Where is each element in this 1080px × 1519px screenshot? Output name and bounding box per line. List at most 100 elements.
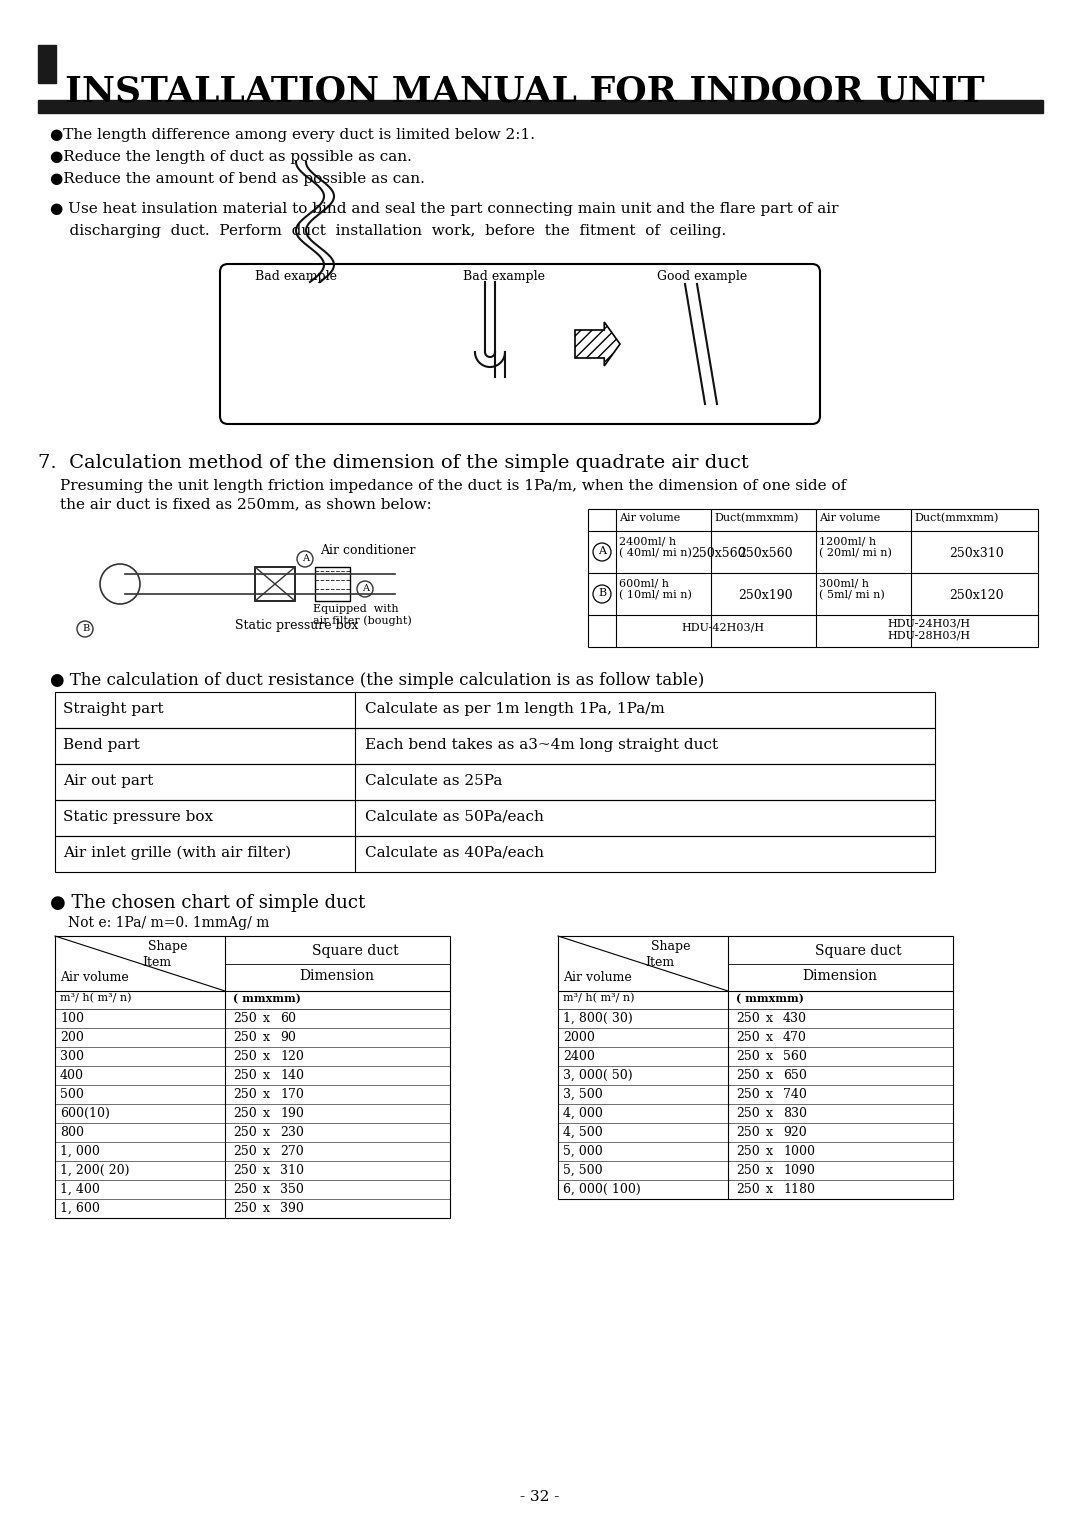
Text: ( 5ml/ mi n): ( 5ml/ mi n)	[819, 589, 885, 600]
Text: 740: 740	[783, 1088, 807, 1101]
Text: 270: 270	[280, 1145, 303, 1157]
Text: ( mmxmm): ( mmxmm)	[233, 993, 301, 1004]
Text: 5, 500: 5, 500	[563, 1164, 603, 1177]
Text: 250x120: 250x120	[949, 589, 1003, 602]
Text: 250: 250	[735, 1107, 759, 1120]
Text: 2000: 2000	[563, 1031, 595, 1044]
Text: 250: 250	[233, 1126, 257, 1139]
Text: A: A	[302, 554, 309, 564]
Text: x: x	[264, 1164, 270, 1177]
Text: 1, 800( 30): 1, 800( 30)	[563, 1012, 633, 1025]
Text: Item: Item	[141, 955, 171, 969]
Bar	[55, 835, 935, 872]
Bar	[588, 509, 1038, 647]
Text: m³/ h( m³/ n): m³/ h( m³/ n)	[60, 993, 132, 1004]
Text: 250: 250	[735, 1164, 759, 1177]
Text: ● The chosen chart of simple duct: ● The chosen chart of simple duct	[50, 895, 365, 911]
Text: 400: 400	[60, 1069, 84, 1082]
Bar	[38, 100, 1043, 112]
Text: x: x	[264, 1126, 270, 1139]
Text: x: x	[766, 1069, 773, 1082]
Text: 650: 650	[783, 1069, 807, 1082]
Text: m³/ h( m³/ n): m³/ h( m³/ n)	[563, 993, 635, 1004]
Text: x: x	[766, 1145, 773, 1157]
Text: 250x560: 250x560	[691, 547, 745, 561]
Text: Square duct: Square duct	[312, 943, 399, 958]
Text: 3, 000( 50): 3, 000( 50)	[563, 1069, 633, 1082]
Text: 470: 470	[783, 1031, 807, 1044]
Text: 230: 230	[280, 1126, 303, 1139]
Bar	[38, 46, 56, 84]
Bar	[558, 936, 953, 1198]
Text: 250: 250	[735, 1012, 759, 1025]
Text: 250: 250	[735, 1088, 759, 1101]
Text: Duct(mmxmm): Duct(mmxmm)	[914, 513, 998, 524]
Text: 250: 250	[233, 1145, 257, 1157]
Text: Shape: Shape	[651, 940, 690, 952]
Text: HDU-24H03/H: HDU-24H03/H	[887, 620, 970, 629]
Text: 1000: 1000	[783, 1145, 815, 1157]
Text: x: x	[264, 1050, 270, 1063]
Bar	[55, 936, 450, 1218]
Text: x: x	[766, 1012, 773, 1025]
Text: 300: 300	[60, 1050, 84, 1063]
Text: 7.  Calculation method of the dimension of the simple quadrate air duct: 7. Calculation method of the dimension o…	[38, 454, 748, 472]
Text: 310: 310	[280, 1164, 303, 1177]
Bar	[255, 567, 295, 602]
Text: HDU-42H03/H: HDU-42H03/H	[681, 623, 765, 633]
Text: Calculate as 25Pa: Calculate as 25Pa	[365, 775, 502, 788]
Text: 250: 250	[735, 1069, 759, 1082]
Text: x: x	[264, 1069, 270, 1082]
Text: Air inlet grille (with air filter): Air inlet grille (with air filter)	[63, 846, 292, 860]
Text: 250: 250	[233, 1031, 257, 1044]
Text: 300ml/ h: 300ml/ h	[819, 579, 869, 588]
Text: x: x	[264, 1088, 270, 1101]
Text: ( 40ml/ mi n): ( 40ml/ mi n)	[619, 548, 692, 559]
Text: 4, 000: 4, 000	[563, 1107, 603, 1120]
Text: 250: 250	[735, 1183, 759, 1195]
Text: 250: 250	[233, 1069, 257, 1082]
Text: x: x	[264, 1107, 270, 1120]
Text: x: x	[264, 1202, 270, 1215]
Text: ( 10ml/ mi n): ( 10ml/ mi n)	[619, 589, 692, 600]
Text: 250: 250	[233, 1164, 257, 1177]
Text: x: x	[766, 1031, 773, 1044]
Text: Static pressure box: Static pressure box	[235, 620, 359, 632]
Text: 1180: 1180	[783, 1183, 815, 1195]
Text: ●Reduce the amount of bend as possible as can.: ●Reduce the amount of bend as possible a…	[50, 172, 424, 185]
Text: 250: 250	[735, 1031, 759, 1044]
Text: the air duct is fixed as 250mm, as shown below:: the air duct is fixed as 250mm, as shown…	[60, 497, 432, 510]
Text: 250: 250	[735, 1145, 759, 1157]
Text: x: x	[766, 1164, 773, 1177]
Text: A: A	[598, 545, 606, 556]
Text: 6, 000( 100): 6, 000( 100)	[563, 1183, 640, 1195]
Text: x: x	[264, 1183, 270, 1195]
Text: B: B	[82, 624, 90, 633]
Text: Air volume: Air volume	[819, 513, 880, 523]
Polygon shape	[575, 322, 620, 366]
Text: B: B	[598, 588, 606, 598]
Text: air filter (bought): air filter (bought)	[313, 615, 411, 626]
Text: Air volume: Air volume	[563, 971, 632, 984]
Text: Not e: 1Pa/ m=0. 1mmAg/ m: Not e: 1Pa/ m=0. 1mmAg/ m	[68, 916, 269, 930]
Text: ●The length difference among every duct is limited below 2:1.: ●The length difference among every duct …	[50, 128, 535, 141]
Text: 1, 200( 20): 1, 200( 20)	[60, 1164, 130, 1177]
Text: ● Use heat insulation material to bind and seal the part connecting main unit an: ● Use heat insulation material to bind a…	[50, 202, 838, 216]
Text: 2400ml/ h: 2400ml/ h	[619, 536, 676, 545]
Text: Square duct: Square duct	[815, 943, 902, 958]
Text: x: x	[766, 1183, 773, 1195]
Text: 560: 560	[783, 1050, 807, 1063]
Text: 1090: 1090	[783, 1164, 815, 1177]
Text: Straight part: Straight part	[63, 702, 164, 715]
Text: 2400: 2400	[563, 1050, 595, 1063]
Text: x: x	[766, 1088, 773, 1101]
Text: 250: 250	[233, 1050, 257, 1063]
Text: 170: 170	[280, 1088, 303, 1101]
Text: - 32 -: - 32 -	[521, 1490, 559, 1504]
Text: 120: 120	[280, 1050, 303, 1063]
Text: 3, 500: 3, 500	[563, 1088, 603, 1101]
Text: 200: 200	[60, 1031, 84, 1044]
Text: x: x	[264, 1012, 270, 1025]
Text: x: x	[766, 1107, 773, 1120]
Text: Each bend takes as a3~4m long straight duct: Each bend takes as a3~4m long straight d…	[365, 738, 718, 752]
